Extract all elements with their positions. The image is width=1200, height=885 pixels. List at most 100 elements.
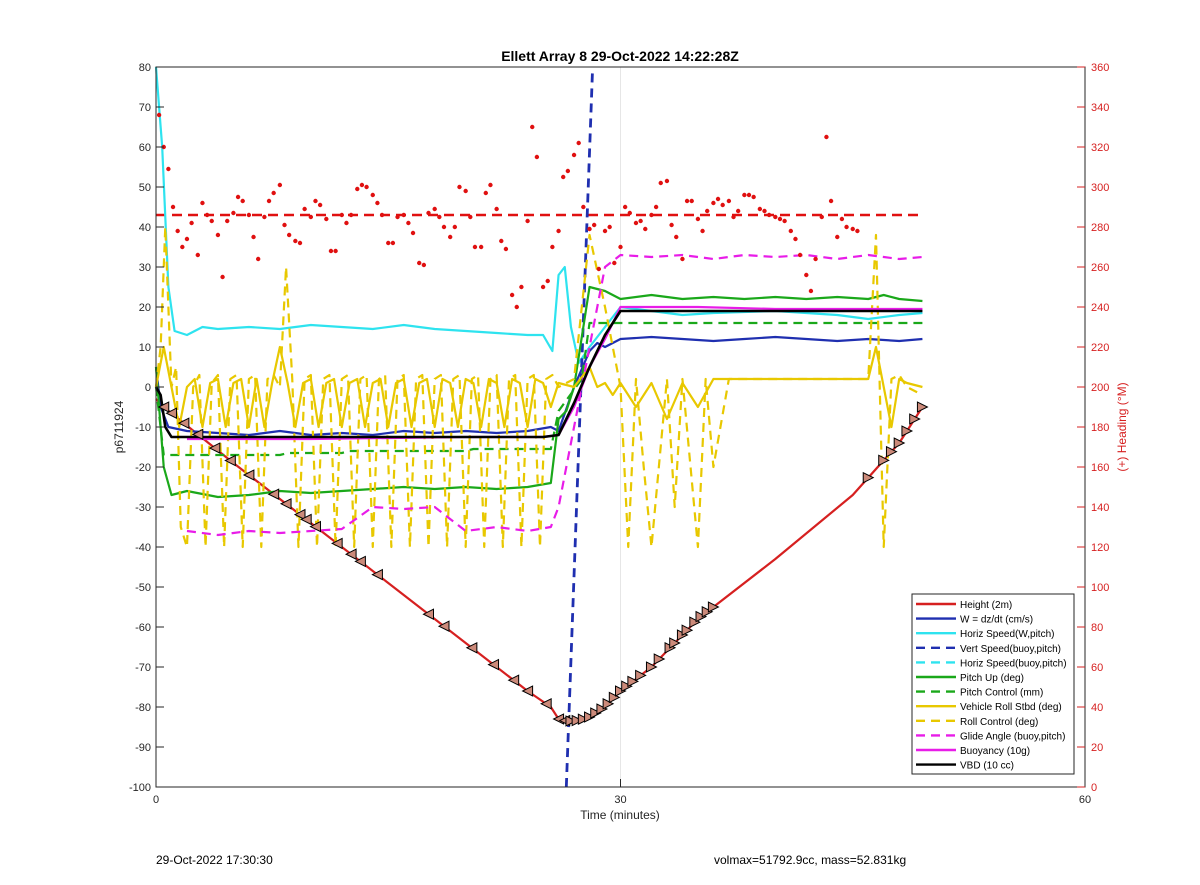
y-tick-label: -100 — [129, 782, 151, 794]
heading-point — [390, 240, 396, 246]
heading-point — [457, 184, 462, 190]
series-line — [154, 285, 923, 499]
depth-marker — [901, 425, 914, 437]
heading-point — [612, 260, 617, 266]
depth-marker — [507, 674, 520, 687]
depth-marker — [878, 454, 890, 467]
y2-tick-label: 140 — [1091, 502, 1109, 514]
chart-title: Ellett Array 8 29-Oct-2022 14:22:28Z — [501, 48, 739, 64]
depth-marker — [208, 442, 221, 454]
depth-marker — [596, 703, 609, 715]
legend-label: VBD (10 cc) — [960, 761, 1014, 772]
legend-label: Vert Speed(buoy,pitch) — [960, 644, 1061, 655]
heading-point — [355, 186, 360, 192]
depth-marker — [615, 685, 627, 697]
heading-point — [277, 182, 283, 188]
heading-point — [793, 236, 798, 242]
depth-marker — [267, 488, 280, 501]
y-tick-label: -80 — [135, 702, 151, 714]
depth-marker — [422, 608, 435, 621]
heading-point — [410, 230, 416, 236]
heading-point — [488, 182, 493, 188]
heading-point — [156, 112, 162, 118]
heading-point — [499, 238, 504, 244]
depth-marker — [371, 568, 383, 581]
heading-point — [689, 198, 694, 204]
y-tick-label: 70 — [139, 102, 151, 114]
depth-marker — [177, 417, 190, 429]
heading-point — [731, 214, 736, 220]
heading-point — [503, 246, 509, 252]
heading-point — [324, 216, 329, 222]
depth-marker — [354, 555, 366, 568]
heading-point — [680, 256, 685, 262]
heading-point — [426, 210, 431, 216]
depth-marker — [165, 407, 177, 420]
heading-point — [746, 192, 752, 198]
heading-point — [824, 134, 829, 140]
heading-point — [308, 214, 314, 220]
depth-marker — [701, 605, 714, 618]
heading-point — [463, 188, 468, 194]
heading-point — [437, 214, 442, 220]
heading-point — [700, 228, 705, 234]
series-line — [154, 66, 923, 365]
y-tick-label: -40 — [135, 542, 151, 554]
y2-tick-label: 100 — [1091, 582, 1109, 594]
x-tick-label: 60 — [1079, 794, 1091, 806]
heading-point — [220, 274, 225, 280]
depth-marker — [540, 697, 552, 710]
heading-point — [328, 248, 334, 254]
heading-point — [379, 212, 385, 218]
heading-point — [441, 224, 447, 230]
heading-point — [530, 124, 535, 130]
heading-point — [782, 218, 787, 224]
heading-point — [313, 198, 318, 204]
legend-label: Horiz Speed(W,pitch) — [960, 629, 1054, 640]
depth-marker — [707, 601, 720, 613]
legend-label: Height (2m) — [960, 600, 1012, 611]
depth-marker — [635, 669, 647, 682]
series-line — [154, 345, 923, 429]
heading-point — [370, 192, 375, 198]
depth-marker — [608, 691, 621, 704]
heading-point — [705, 208, 710, 214]
legend-label: Glide Angle (buoy,pitch) — [960, 731, 1065, 742]
depth-marker — [695, 610, 708, 623]
footer-timestamp: 29-Oct-2022 17:30:30 — [156, 853, 273, 867]
series-line — [186, 253, 923, 537]
heading-point — [246, 212, 252, 218]
depth-marker — [279, 497, 292, 510]
heading-point — [235, 194, 241, 200]
heading-point — [417, 260, 422, 266]
heading-point — [166, 166, 171, 172]
heading-point — [804, 272, 809, 278]
depth-marker — [893, 437, 906, 449]
heading-point — [762, 208, 767, 214]
heading-point — [618, 244, 623, 250]
heading-point — [726, 198, 732, 204]
y2-tick-label: 40 — [1091, 702, 1103, 714]
depth-marker — [293, 508, 306, 521]
y2-tick-label: 180 — [1091, 422, 1109, 434]
series-line — [154, 309, 923, 439]
heading-point — [266, 198, 272, 204]
heading-point — [240, 198, 245, 204]
heading-point — [395, 214, 400, 220]
heading-point — [514, 304, 519, 310]
legend-label: Roll Control (deg) — [960, 717, 1038, 728]
y-tick-label: 0 — [145, 382, 151, 394]
heading-point — [751, 194, 756, 200]
heading-point — [339, 212, 344, 218]
y-tick-label: -30 — [135, 502, 151, 514]
heading-point — [720, 202, 725, 208]
heading-point — [452, 224, 458, 230]
depth-marker — [191, 428, 204, 441]
heading-point — [757, 206, 763, 212]
heading-point — [684, 198, 690, 204]
heading-point — [359, 182, 365, 188]
heading-point — [819, 214, 824, 220]
heading-point — [468, 214, 473, 220]
footer-volmax-mass: volmax=51792.9cc, mass=52.831kg — [714, 853, 907, 867]
